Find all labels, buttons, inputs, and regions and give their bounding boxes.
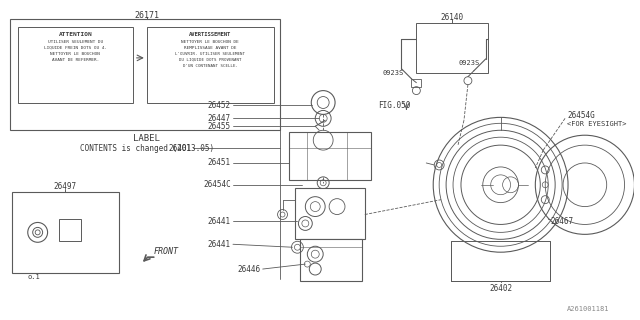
Text: 26455: 26455 (208, 122, 231, 131)
Text: AVERTISSEMENT: AVERTISSEMENT (189, 32, 231, 36)
Bar (60, 220, 81, 241)
Text: L'OUVRIR. UTILISER SEULEMENT: L'OUVRIR. UTILISER SEULEMENT (175, 52, 245, 56)
Text: 26497: 26497 (54, 182, 77, 191)
Text: LIQUIDE FREIN DOTS OU 4.: LIQUIDE FREIN DOTS OU 4. (44, 46, 107, 50)
Text: D'UN CONTENANT SCELLE.: D'UN CONTENANT SCELLE. (182, 64, 237, 68)
Text: 0923S: 0923S (383, 70, 404, 76)
Text: <FOR EYESIGHT>: <FOR EYESIGHT> (567, 121, 627, 127)
Text: DU LIQUIDE DOTS PROVENANT: DU LIQUIDE DOTS PROVENANT (179, 58, 241, 62)
Bar (296, 188, 365, 239)
Text: 26140: 26140 (440, 13, 463, 22)
Text: REMPLISSAGE AVANT DE: REMPLISSAGE AVANT DE (184, 46, 236, 50)
Bar (18, 27, 133, 102)
Bar (300, 239, 362, 281)
Text: o.1: o.1 (28, 274, 40, 280)
Bar (147, 27, 274, 102)
Bar (12, 192, 119, 273)
Text: 26446: 26446 (237, 265, 260, 274)
Text: ATTENTION: ATTENTION (58, 32, 92, 36)
Text: FIG.050: FIG.050 (378, 101, 411, 110)
Text: 26401: 26401 (168, 144, 191, 153)
Text: CONTENTS is changed.(2013.05): CONTENTS is changed.(2013.05) (79, 144, 214, 153)
Text: FRONT: FRONT (154, 247, 179, 256)
Text: NETTOYER LE BOUCHON: NETTOYER LE BOUCHON (51, 52, 100, 56)
Text: 26441: 26441 (208, 217, 231, 226)
Text: 26441: 26441 (208, 240, 231, 249)
Bar (10, 19, 280, 130)
Text: A261001181: A261001181 (567, 306, 609, 312)
Bar (417, 23, 488, 73)
Text: 26402: 26402 (489, 284, 512, 293)
Text: 26171: 26171 (134, 11, 159, 20)
Text: 26452: 26452 (208, 101, 231, 110)
Text: 26451: 26451 (208, 158, 231, 167)
Bar (289, 132, 371, 180)
Text: LABEL: LABEL (133, 134, 160, 143)
Text: NETTOYER LE BOUCHON DE: NETTOYER LE BOUCHON DE (181, 40, 239, 44)
Text: 0923S: 0923S (459, 60, 480, 66)
Text: 26447: 26447 (208, 114, 231, 123)
Text: 26454G: 26454G (567, 111, 595, 120)
Bar (451, 241, 550, 281)
Text: 26454C: 26454C (204, 180, 231, 189)
Text: UTILISER SEULEMENT DU: UTILISER SEULEMENT DU (48, 40, 103, 44)
Bar (412, 79, 421, 87)
Text: AVANT DE REFERMER.: AVANT DE REFERMER. (52, 58, 99, 62)
Circle shape (311, 91, 335, 114)
Text: 26467: 26467 (550, 217, 573, 226)
